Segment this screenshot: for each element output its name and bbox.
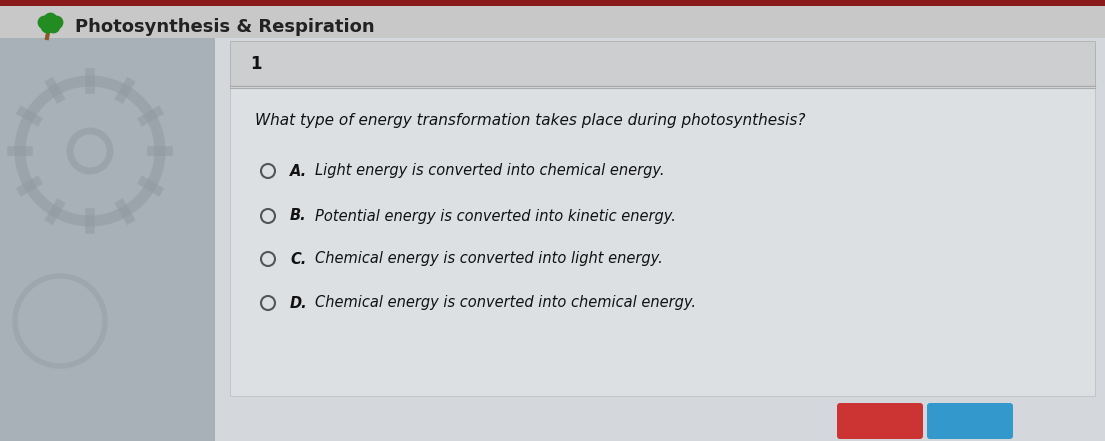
Text: Photosynthesis & Respiration: Photosynthesis & Respiration bbox=[75, 18, 375, 36]
Text: Light energy is converted into chemical energy.: Light energy is converted into chemical … bbox=[315, 164, 664, 179]
FancyBboxPatch shape bbox=[836, 403, 923, 439]
Text: C.: C. bbox=[290, 251, 306, 266]
Text: D.: D. bbox=[290, 295, 307, 310]
Point bbox=[48, 19, 65, 26]
Text: Chemical energy is converted into chemical energy.: Chemical energy is converted into chemic… bbox=[315, 295, 696, 310]
FancyBboxPatch shape bbox=[0, 0, 1105, 38]
Text: B.: B. bbox=[290, 209, 306, 224]
FancyBboxPatch shape bbox=[0, 38, 215, 441]
FancyBboxPatch shape bbox=[230, 41, 1095, 86]
FancyBboxPatch shape bbox=[230, 46, 1095, 396]
FancyBboxPatch shape bbox=[0, 6, 1105, 38]
FancyBboxPatch shape bbox=[215, 38, 1105, 441]
Text: 1: 1 bbox=[250, 55, 262, 73]
Point bbox=[41, 15, 59, 22]
Text: What type of energy transformation takes place during photosynthesis?: What type of energy transformation takes… bbox=[255, 113, 806, 128]
Point bbox=[44, 22, 62, 30]
Text: A.: A. bbox=[290, 164, 307, 179]
Text: Potential energy is converted into kinetic energy.: Potential energy is converted into kinet… bbox=[315, 209, 676, 224]
FancyBboxPatch shape bbox=[927, 403, 1013, 439]
Point bbox=[35, 19, 53, 26]
Text: Chemical energy is converted into light energy.: Chemical energy is converted into light … bbox=[315, 251, 663, 266]
Point bbox=[39, 22, 56, 30]
